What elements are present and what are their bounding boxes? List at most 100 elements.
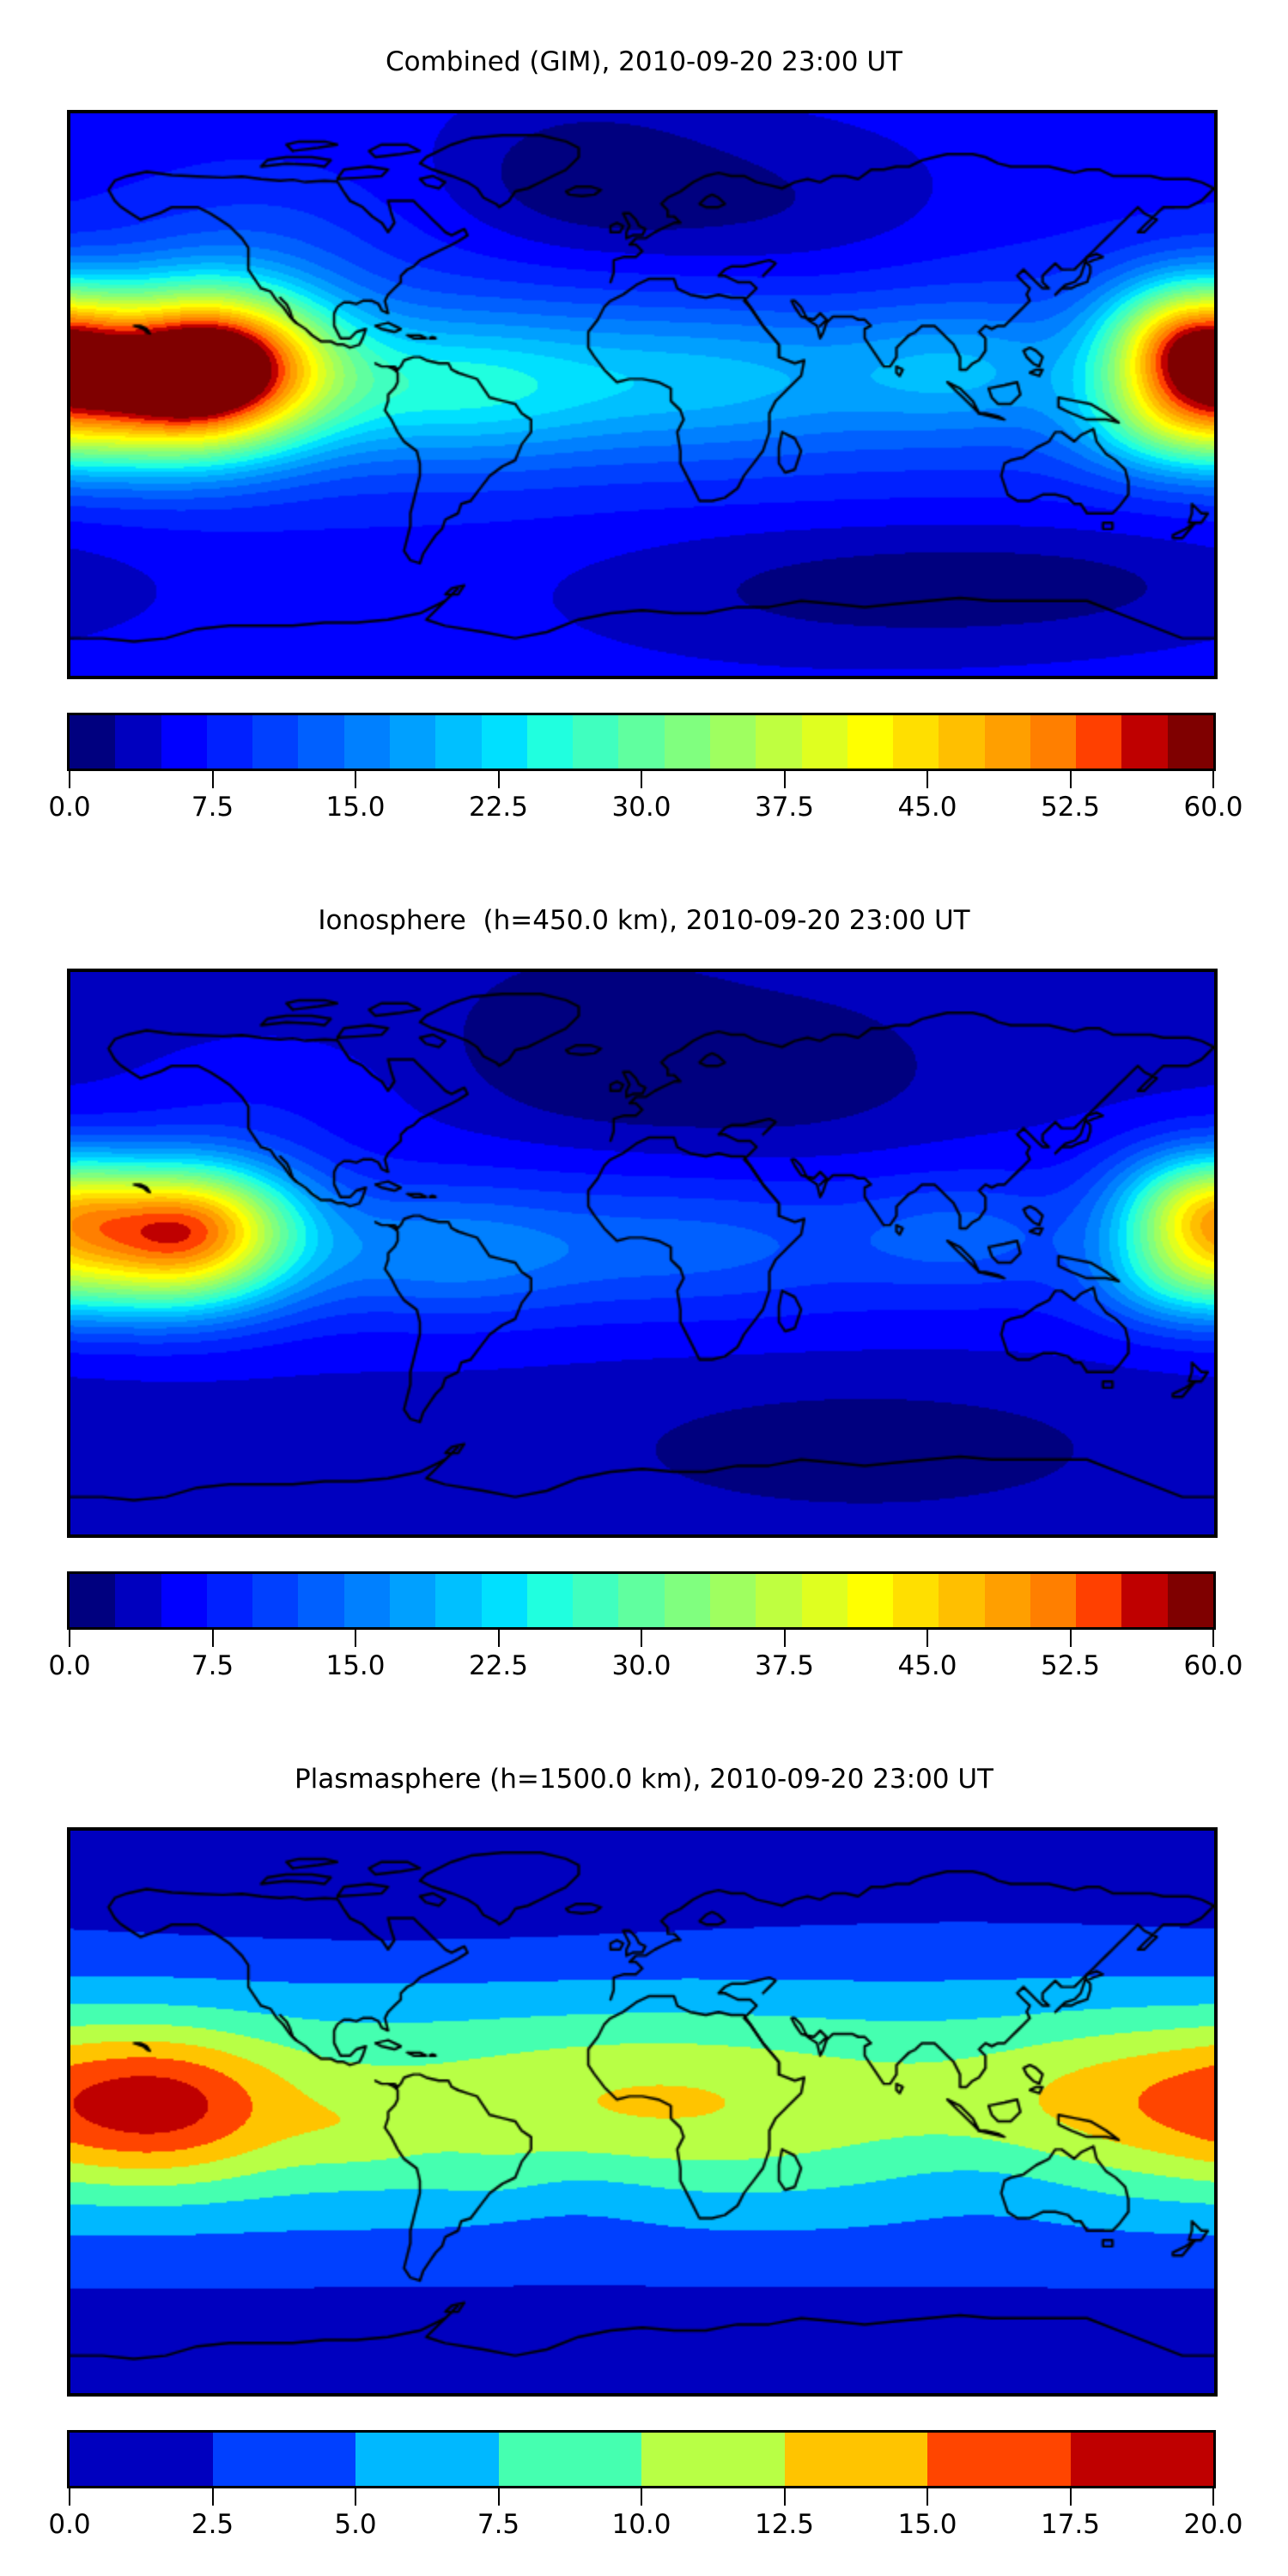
colorbar-tick [211,1630,214,1647]
colorbar-band [252,715,299,769]
map-canvas-combined-gim [70,113,1214,676]
colorbar-tick [641,2488,642,2506]
colorbar-labels-plasmasphere: 0.0 2.5 5.0 7.5 10.0 12.5 15.0 17.5 20.0 [48,2509,1242,2547]
colorbar-band [618,1574,665,1627]
colorbar-band [893,715,939,769]
colorbar-band [801,715,848,769]
panel-title-plasmasphere: Plasmasphere (h=1500.0 km), 2010-09-20 2… [294,1764,993,1795]
colorbar-band [389,1574,436,1627]
colorbar-band [709,1574,756,1627]
colorbar-band [343,1574,390,1627]
colorbar-band [847,715,894,769]
colorbar-tick-label: 0.0 [48,2509,91,2540]
colorbar-combined-gim: 0.0 7.5 15.0 22.5 30.0 37.5 45.0 52.5 60.0 [48,713,1243,841]
colorbar-band [984,1574,1030,1627]
colorbar-band [939,1574,985,1627]
colorbar-band [161,715,207,769]
colorbar-tick [1069,1630,1072,1647]
colorbar-band [1076,715,1122,769]
panel-plasmasphere: Plasmasphere (h=1500.0 km), 2010-09-20 2… [0,1717,1288,2576]
colorbar-band [1030,715,1077,769]
colorbar-tick [927,2488,928,2506]
colorbar-tick [1069,2488,1072,2506]
map-plasmasphere [67,1827,1218,2397]
colorbar-tick-label: 20.0 [1183,2509,1243,2540]
colorbar-tick [927,771,928,788]
colorbar-band [664,1574,710,1627]
colorbar-tick [69,2488,70,2506]
colorbar-band [664,715,710,769]
colorbar-band [298,1574,344,1627]
colorbar-band [984,715,1030,769]
colorbar-tick [355,2488,356,2506]
colorbar-tick-label: 7.5 [191,1650,234,1681]
colorbar-band [756,1574,802,1627]
colorbar-tick-label: 22.5 [468,1650,529,1681]
colorbar-labels-combined-gim: 0.0 7.5 15.0 22.5 30.0 37.5 45.0 52.5 60.0 [48,792,1242,829]
colorbar-band [618,715,665,769]
colorbar-tick-label: 52.5 [1040,1650,1101,1681]
colorbar-tick [211,771,214,788]
colorbar-band [70,1574,116,1627]
colorbar-band [389,715,436,769]
colorbar-plasmasphere: 0.0 2.5 5.0 7.5 10.0 12.5 15.0 17.5 20.0 [48,2430,1243,2559]
colorbar-band [1121,715,1168,769]
colorbar-tick-label: 15.0 [897,2509,957,2540]
colorbar-ionosphere: 0.0 7.5 15.0 22.5 30.0 37.5 45.0 52.5 60.0 [48,1571,1243,1700]
colorbar-labels-ionosphere: 0.0 7.5 15.0 22.5 30.0 37.5 45.0 52.5 60.0 [48,1650,1242,1688]
colorbar-ticks-plasmasphere [67,2488,1216,2507]
colorbar-tick-label: 5.0 [334,2509,377,2540]
colorbar-band [939,715,985,769]
colorbar-tick [1069,771,1072,788]
colorbar-band [784,2433,927,2486]
colorbar-band [343,715,390,769]
colorbar-tick [1212,2488,1214,2506]
colorbar-band [526,1574,574,1627]
colorbar-tick-label: 22.5 [468,792,529,823]
colorbar-band [115,715,161,769]
colorbar-tick-label: 60.0 [1183,792,1243,823]
colorbar-band [435,715,482,769]
colorbar-tick-label: 45.0 [897,1650,957,1681]
colorbar-tick [1212,771,1214,788]
colorbar-tick [783,2488,786,2506]
colorbar-band [70,2433,213,2486]
panel-ionosphere: Ionosphere (h=450.0 km), 2010-09-20 23:0… [0,859,1288,1717]
colorbar-band [756,715,802,769]
colorbar-band [709,715,756,769]
colorbar-tick-label: 17.5 [1040,2509,1101,2540]
colorbar-band [1167,1574,1214,1627]
colorbar-tick [69,771,70,788]
colorbar-band [481,715,527,769]
colorbar-band [498,2433,641,2486]
colorbar-tick-label: 0.0 [48,1650,91,1681]
colorbar-band [573,715,619,769]
panel-title-combined-gim: Combined (GIM), 2010-09-20 23:00 UT [386,46,902,77]
colorbar-band [641,2433,785,2486]
colorbar-gradient-plasmasphere [67,2430,1216,2488]
colorbar-tick [641,771,642,788]
colorbar-band [435,1574,482,1627]
colorbar-tick-label: 7.5 [191,792,234,823]
map-ionosphere [67,969,1218,1538]
colorbar-band [847,1574,894,1627]
colorbar-tick-label: 0.0 [48,792,91,823]
colorbar-tick [355,771,356,788]
colorbar-tick-label: 60.0 [1183,1650,1243,1681]
colorbar-band [1070,2433,1213,2486]
colorbar-tick [783,771,786,788]
colorbar-band [115,1574,161,1627]
colorbar-band [481,1574,527,1627]
colorbar-tick [641,1630,642,1647]
colorbar-band [206,715,253,769]
colorbar-band [355,2433,499,2486]
colorbar-tick-label: 30.0 [611,1650,671,1681]
colorbar-tick [1212,1630,1214,1647]
colorbar-band [573,1574,619,1627]
colorbar-tick-label: 45.0 [897,792,957,823]
map-combined-gim [67,110,1218,679]
colorbar-tick-label: 2.5 [191,2509,234,2540]
colorbar-band [1167,715,1214,769]
colorbar-band [801,1574,848,1627]
colorbar-band [893,1574,939,1627]
